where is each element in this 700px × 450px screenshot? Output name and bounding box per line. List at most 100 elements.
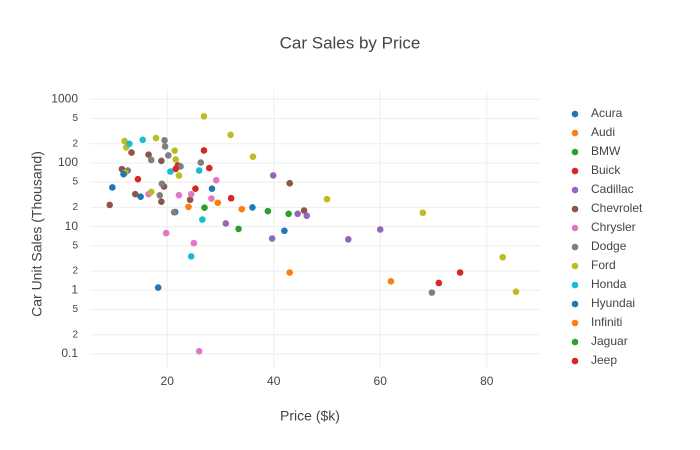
point	[227, 131, 234, 139]
legend-marker[interactable]	[571, 281, 579, 289]
legend-label[interactable]: BMW	[591, 144, 621, 158]
legend-marker[interactable]	[571, 148, 579, 156]
legend-label[interactable]: Infiniti	[591, 315, 622, 329]
point	[190, 239, 198, 247]
point	[158, 180, 166, 188]
point	[106, 201, 114, 209]
legend-marker[interactable]	[571, 300, 579, 308]
point	[154, 284, 162, 291]
y-tick-label: 5	[72, 177, 78, 188]
point	[126, 140, 133, 148]
point	[294, 210, 301, 218]
legend-marker[interactable]	[571, 129, 579, 137]
point	[249, 204, 256, 211]
x-tick-label: 60	[374, 374, 388, 388]
x-axis-title: Price ($k)	[280, 408, 340, 424]
point	[158, 198, 165, 206]
point	[175, 191, 183, 199]
point	[227, 194, 235, 202]
point	[195, 347, 203, 355]
legend-label[interactable]: Buick	[591, 163, 621, 177]
y-axis-title: Car Unit Sales (Thousand)	[29, 151, 45, 317]
y-tick-label: 2	[72, 202, 78, 213]
y-tick-label: 2	[72, 266, 78, 277]
legend-label[interactable]: Jeep	[591, 353, 617, 367]
legend-label[interactable]: Jaguar	[591, 334, 628, 348]
point	[131, 190, 139, 198]
point	[300, 207, 308, 214]
point	[435, 279, 443, 287]
legend-marker[interactable]	[571, 262, 579, 270]
legend-marker[interactable]	[571, 224, 579, 232]
legend-label[interactable]: Dodge	[591, 239, 627, 253]
point	[120, 170, 127, 178]
point	[156, 192, 164, 199]
point	[109, 184, 116, 191]
point	[185, 203, 192, 211]
legend-marker[interactable]	[571, 205, 579, 213]
point	[134, 175, 142, 183]
point	[286, 269, 294, 276]
point	[428, 289, 436, 296]
legend-marker[interactable]	[571, 319, 579, 327]
point	[387, 278, 395, 285]
point	[214, 199, 222, 207]
legend-marker[interactable]	[571, 110, 579, 118]
point	[139, 136, 147, 144]
point	[200, 147, 208, 154]
point	[201, 204, 208, 212]
point	[164, 152, 172, 159]
point	[195, 167, 203, 174]
point	[172, 165, 180, 173]
legend-label[interactable]: Cadillac	[591, 182, 634, 196]
y-tick-label: 1	[71, 282, 78, 296]
legend-label[interactable]: Chrysler	[591, 220, 636, 234]
point	[167, 168, 174, 175]
point	[344, 236, 352, 243]
y-tick-label: 0.1	[61, 346, 78, 360]
legend-marker[interactable]	[571, 186, 579, 194]
legend-label[interactable]: Chevrolet	[591, 201, 643, 215]
point	[285, 210, 292, 218]
point	[170, 208, 178, 216]
point	[512, 288, 520, 295]
legend-label[interactable]: Honda	[591, 277, 627, 291]
legend-label[interactable]: Audi	[591, 125, 615, 139]
y-tick-label: 5	[72, 240, 78, 251]
point	[212, 176, 220, 184]
point	[121, 137, 128, 145]
point	[269, 172, 277, 179]
point	[286, 179, 294, 187]
point	[208, 185, 216, 192]
point	[200, 113, 208, 120]
point	[264, 207, 272, 215]
legend-label[interactable]: Hyundai	[591, 296, 635, 310]
y-tick-label: 5	[72, 304, 78, 315]
point	[161, 143, 169, 150]
point	[303, 212, 311, 220]
point	[187, 190, 195, 198]
point	[376, 226, 384, 233]
point	[419, 209, 427, 217]
point	[147, 156, 155, 164]
point	[175, 172, 183, 179]
point	[162, 229, 170, 237]
legend-label[interactable]: Ford	[591, 258, 616, 272]
point	[205, 164, 213, 172]
y-tick-label: 100	[58, 155, 78, 169]
point	[208, 195, 215, 202]
point	[158, 157, 165, 165]
legend-label[interactable]: Acura	[591, 106, 623, 120]
point	[145, 151, 152, 158]
legend-marker[interactable]	[571, 243, 579, 251]
point	[186, 196, 194, 204]
legend-marker[interactable]	[571, 338, 579, 346]
point	[238, 205, 246, 213]
x-tick-label: 80	[480, 374, 494, 388]
y-tick-label: 5	[72, 113, 78, 124]
legend-marker[interactable]	[571, 357, 579, 365]
point	[456, 269, 464, 276]
legend-marker[interactable]	[571, 167, 579, 175]
y-tick-label: 2	[72, 138, 78, 149]
